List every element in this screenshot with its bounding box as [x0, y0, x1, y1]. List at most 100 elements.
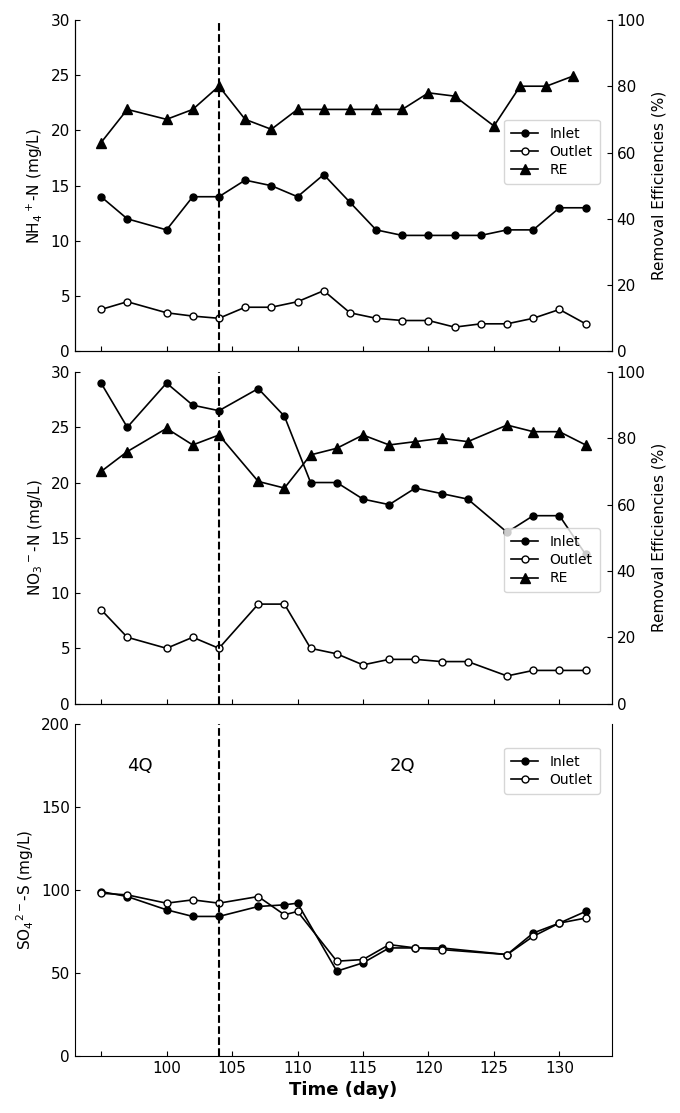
Inlet	[372, 224, 380, 237]
Outlet	[254, 890, 262, 904]
Line: Outlet: Outlet	[98, 889, 589, 965]
Y-axis label: NO$_3$$^-$-N (mg/L): NO$_3$$^-$-N (mg/L)	[26, 480, 45, 597]
RE	[320, 102, 328, 116]
RE	[215, 429, 223, 442]
Line: Inlet: Inlet	[98, 171, 589, 239]
RE	[215, 79, 223, 92]
Outlet	[97, 303, 105, 316]
RE	[294, 102, 302, 116]
Inlet	[581, 905, 590, 918]
Outlet	[398, 314, 407, 327]
Outlet	[346, 306, 354, 319]
RE	[163, 422, 171, 435]
Inlet	[556, 201, 564, 215]
Line: Outlet: Outlet	[98, 287, 589, 331]
Outlet	[411, 942, 420, 955]
Text: 2Q: 2Q	[390, 757, 415, 776]
Outlet	[359, 953, 367, 966]
Inlet	[424, 229, 432, 243]
Outlet	[254, 598, 262, 611]
Outlet	[307, 641, 315, 654]
Inlet	[215, 909, 223, 923]
Outlet	[215, 641, 223, 654]
Inlet	[254, 899, 262, 913]
Outlet	[556, 916, 564, 929]
Outlet	[477, 317, 485, 331]
Y-axis label: NH$_4$$^+$-N (mg/L): NH$_4$$^+$-N (mg/L)	[24, 128, 45, 244]
Outlet	[163, 306, 171, 319]
Y-axis label: Removal Efficiencies (%): Removal Efficiencies (%)	[651, 91, 666, 280]
Outlet	[581, 317, 590, 331]
RE	[267, 122, 275, 136]
Outlet	[529, 312, 537, 325]
Inlet	[529, 509, 537, 522]
Inlet	[280, 898, 288, 912]
RE	[188, 102, 197, 116]
Inlet	[163, 376, 171, 390]
Inlet	[359, 492, 367, 505]
Inlet	[97, 376, 105, 390]
Text: 4Q: 4Q	[128, 757, 153, 776]
Inlet	[556, 509, 564, 522]
RE	[123, 102, 131, 116]
Line: Outlet: Outlet	[98, 601, 589, 679]
Inlet	[503, 948, 511, 962]
RE	[542, 79, 550, 92]
Inlet	[320, 168, 328, 181]
Outlet	[556, 303, 564, 316]
Inlet	[97, 190, 105, 204]
Outlet	[294, 905, 302, 918]
RE	[241, 112, 249, 126]
Inlet	[254, 382, 262, 395]
Outlet	[464, 654, 472, 668]
Outlet	[385, 652, 393, 666]
RE	[97, 136, 105, 149]
Inlet	[215, 190, 223, 204]
Inlet	[241, 174, 249, 187]
Inlet	[556, 916, 564, 929]
Line: RE: RE	[96, 71, 577, 147]
Inlet	[385, 498, 393, 511]
Outlet	[437, 943, 445, 956]
Inlet	[333, 965, 341, 978]
Y-axis label: SO$_4$$^{2-}$-S (mg/L): SO$_4$$^{2-}$-S (mg/L)	[14, 830, 35, 951]
RE	[163, 112, 171, 126]
Outlet	[215, 896, 223, 909]
RE	[451, 89, 459, 102]
RE	[529, 425, 537, 439]
Inlet	[437, 486, 445, 500]
Line: Inlet: Inlet	[98, 380, 589, 558]
Line: Inlet: Inlet	[98, 888, 589, 975]
RE	[568, 70, 577, 83]
RE	[581, 439, 590, 452]
Outlet	[97, 887, 105, 900]
RE	[464, 435, 472, 449]
Inlet	[123, 890, 131, 904]
Outlet	[123, 295, 131, 308]
Outlet	[188, 893, 197, 906]
Inlet	[451, 229, 459, 243]
Outlet	[529, 929, 537, 943]
Outlet	[333, 955, 341, 968]
RE	[385, 439, 393, 452]
Inlet	[123, 213, 131, 226]
Inlet	[163, 903, 171, 916]
Legend: Inlet, Outlet, RE: Inlet, Outlet, RE	[504, 120, 600, 184]
Inlet	[346, 196, 354, 209]
Outlet	[581, 912, 590, 925]
Inlet	[97, 885, 105, 898]
Inlet	[188, 909, 197, 923]
RE	[556, 425, 564, 439]
RE	[97, 465, 105, 479]
Inlet	[529, 926, 537, 939]
Outlet	[188, 631, 197, 644]
Inlet	[464, 492, 472, 505]
Inlet	[385, 942, 393, 955]
RE	[372, 102, 380, 116]
Inlet	[307, 476, 315, 490]
RE	[333, 442, 341, 455]
Outlet	[581, 663, 590, 677]
Outlet	[385, 938, 393, 952]
RE	[490, 119, 498, 132]
Outlet	[320, 284, 328, 297]
